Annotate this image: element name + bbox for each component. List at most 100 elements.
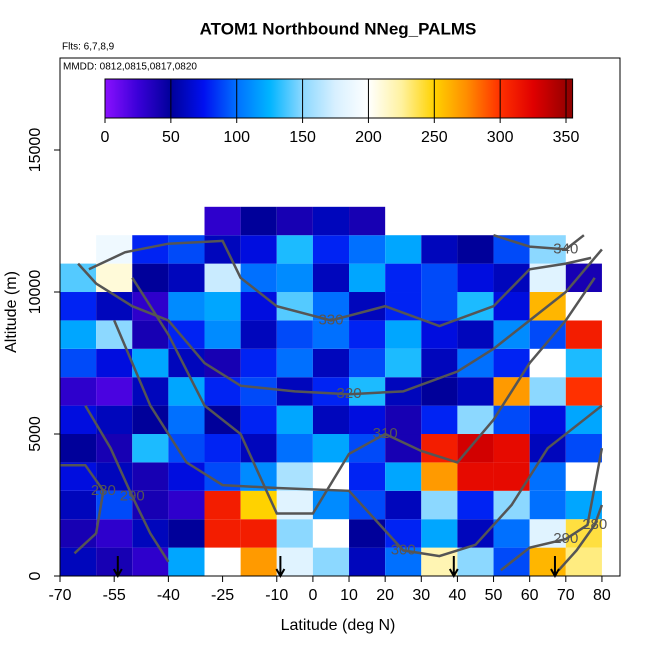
heat-cell — [385, 263, 422, 293]
x-tick-label: -70 — [48, 587, 71, 604]
x-tick-label: -10 — [265, 587, 288, 604]
x-tick-label: 40 — [449, 587, 467, 604]
heat-cell — [529, 320, 566, 349]
heat-cell — [276, 235, 313, 264]
heat-cell — [421, 292, 458, 321]
heat-cell — [457, 263, 494, 293]
heat-cell — [457, 490, 494, 520]
annotation: MMDD: 0812,0815,0817,0820 — [63, 62, 197, 73]
heat-cell — [240, 377, 277, 406]
y-tick-label: 5000 — [27, 416, 44, 452]
heat-cell — [312, 462, 350, 491]
colorbar-tick-label: 0 — [101, 129, 110, 146]
heat-cell — [96, 462, 133, 491]
heat-cell — [204, 490, 241, 520]
heat-cell — [349, 263, 386, 293]
heat-cell — [421, 490, 458, 520]
contour-line — [500, 447, 604, 572]
contour-label: 320 — [337, 385, 362, 402]
heat-cell — [240, 206, 277, 236]
contour-line — [113, 319, 603, 558]
colorbar-tick-label: 150 — [289, 129, 316, 146]
heat-cell — [96, 235, 133, 264]
heat-cell — [60, 292, 97, 321]
heat-cell — [565, 434, 602, 463]
heat-cell — [312, 263, 350, 293]
heat-cell — [204, 292, 241, 321]
heat-cell — [421, 263, 458, 293]
heat-cell — [96, 547, 133, 576]
heat-cell — [493, 235, 530, 264]
heat-cell — [457, 377, 494, 406]
heat-cell — [168, 490, 205, 520]
x-tick-label: 30 — [412, 587, 430, 604]
contour-line — [88, 239, 592, 328]
heat-cell — [385, 235, 422, 264]
colorbar — [104, 78, 574, 119]
heat-cell — [96, 405, 133, 435]
heat-cell — [565, 490, 602, 520]
heat-cell — [312, 206, 350, 236]
heat-cell — [421, 405, 458, 435]
contour-label: 300 — [391, 541, 416, 558]
heat-cell — [276, 434, 313, 463]
heat-cell — [276, 519, 313, 548]
colorbar-tick-label: 200 — [355, 129, 382, 146]
heat-cell — [240, 348, 277, 378]
heat-cell — [385, 490, 422, 520]
y-tick-label: 15000 — [27, 128, 44, 173]
x-axis-label: Latitude (deg N) — [281, 617, 396, 634]
heat-cell — [276, 320, 313, 349]
x-tick-label: 10 — [340, 587, 358, 604]
heat-cell — [60, 434, 97, 463]
heat-cell — [168, 519, 205, 548]
heat-cell — [132, 490, 169, 520]
heat-cell — [312, 235, 350, 264]
heat-cell — [385, 405, 422, 435]
heat-cell — [276, 462, 313, 491]
heat-cell — [385, 320, 422, 349]
heat-cell — [312, 320, 350, 349]
heat-cell — [457, 434, 494, 463]
heat-cell — [312, 547, 350, 576]
heat-cell — [312, 292, 350, 321]
heat-cell — [276, 206, 313, 236]
heat-cell — [457, 547, 494, 576]
heat-cell — [349, 320, 386, 349]
heat-cell — [457, 462, 494, 491]
x-tick-label: 80 — [593, 587, 611, 604]
heat-cell — [60, 462, 97, 491]
contour-label: 330 — [318, 311, 343, 328]
heat-cell — [529, 405, 566, 435]
heat-cell — [132, 348, 169, 378]
x-tick-label: 0 — [308, 587, 317, 604]
heat-cell — [60, 490, 97, 520]
heat-cell — [529, 348, 566, 378]
x-tick-label: -55 — [103, 587, 126, 604]
y-axis-label: Altitude (m) — [3, 271, 20, 353]
heat-cell — [565, 547, 602, 576]
heat-cell — [312, 434, 350, 463]
colorbar-tick-label: 300 — [487, 129, 514, 146]
heat-cell — [96, 377, 133, 406]
heat-cell — [240, 490, 277, 520]
colorbar-tick-label: 250 — [421, 129, 448, 146]
heat-cell — [457, 519, 494, 548]
heat-cell — [96, 292, 133, 321]
y-tick-label: 10000 — [27, 270, 44, 315]
heat-cell — [276, 348, 313, 378]
heat-cell — [349, 547, 386, 576]
heat-cell — [349, 206, 386, 236]
contour-label: 340 — [553, 240, 578, 257]
heat-cell — [312, 405, 350, 435]
x-tick-label: 20 — [376, 587, 394, 604]
heat-cell — [493, 519, 530, 548]
heat-cell — [349, 490, 386, 520]
heat-cell — [529, 377, 566, 406]
x-tick-label: 60 — [521, 587, 539, 604]
colorbar-tick-label: 350 — [553, 129, 580, 146]
heat-cell — [349, 462, 386, 491]
x-tick-label: -25 — [211, 587, 234, 604]
heat-cell — [204, 320, 241, 349]
